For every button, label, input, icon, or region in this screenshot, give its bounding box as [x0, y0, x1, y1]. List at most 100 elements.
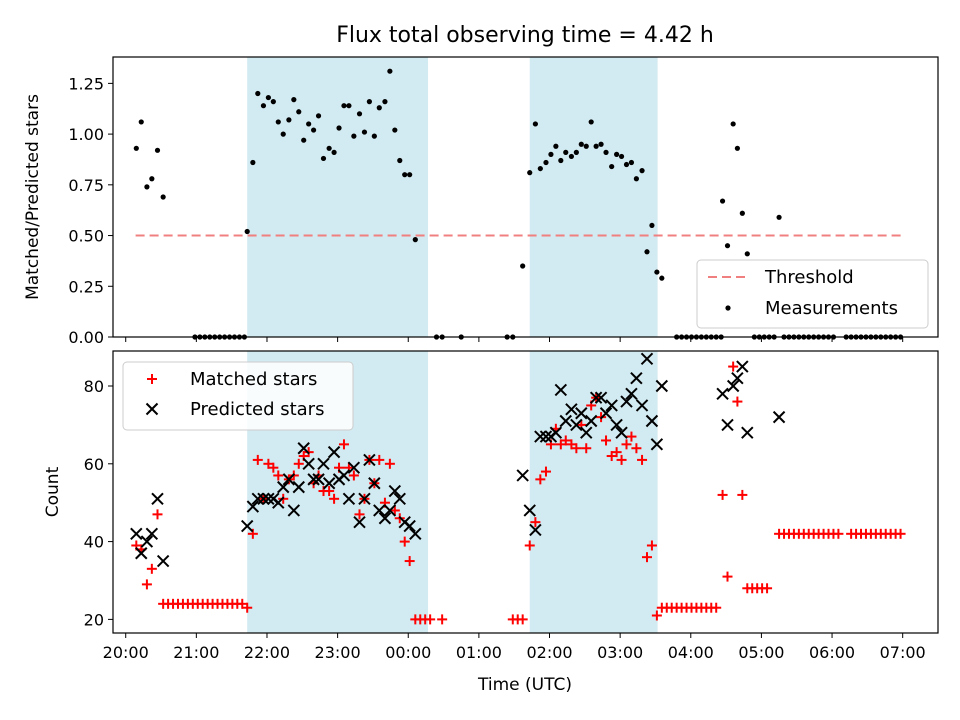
matched-point: [646, 540, 657, 551]
predicted-point: [523, 504, 536, 517]
matched-point: [641, 552, 652, 563]
predicted-point: [327, 445, 341, 459]
predicted-point: [559, 414, 572, 428]
x-tick-label: 20:00: [103, 643, 149, 662]
predicted-point: [610, 418, 623, 432]
measurement-point: [286, 117, 292, 123]
measurement-point: [341, 103, 347, 109]
count-panel: 20:00 21:00 22:00 23:00 00:00 01:00 02:00 03:00…: [43, 350, 939, 662]
predicted-point: [721, 418, 734, 432]
predicted-point: [257, 492, 270, 506]
legend-measurement-label: Measurements: [765, 298, 898, 319]
x-tick-label: 00:00: [385, 643, 431, 662]
predicted-point: [645, 414, 659, 428]
measurement-point: [275, 119, 281, 125]
measurement-point: [520, 263, 526, 269]
measurement-point: [291, 97, 297, 103]
x-tick-label: 21:00: [173, 643, 219, 662]
measurement-point: [397, 157, 403, 164]
predicted-point: [307, 473, 320, 486]
measurement-point: [588, 119, 594, 125]
x-tick-label: 04:00: [668, 643, 714, 662]
y-tick-label: 0.00: [68, 328, 104, 347]
predicted-point: [726, 379, 740, 393]
predicted-point: [655, 379, 669, 393]
measurement-point: [734, 145, 741, 151]
x-tick-label: 01:00: [456, 643, 502, 662]
measurement-point: [639, 168, 645, 174]
predicted-point: [534, 430, 547, 443]
measurement-point: [563, 149, 569, 155]
matched-point: [895, 528, 906, 539]
measurement-point: [633, 176, 639, 182]
measurement-point: [382, 99, 388, 105]
measurement-point: [315, 113, 322, 119]
measurement-point: [250, 159, 256, 166]
matched-point: [737, 489, 748, 500]
y-tick-label: 20: [84, 610, 104, 629]
matched-point: [404, 556, 415, 567]
predicted-point: [584, 414, 598, 428]
predicted-point: [130, 527, 143, 541]
measurement-point: [144, 184, 150, 190]
predicted-point: [383, 504, 397, 517]
measurement-point: [537, 165, 543, 172]
matched-point: [324, 486, 335, 497]
predicted-point: [580, 426, 593, 439]
legend-matched-label: Matched stars: [190, 369, 317, 390]
measurement-point: [532, 121, 538, 127]
matched-point: [425, 614, 436, 625]
measurement-point: [603, 149, 609, 155]
predicted-point: [529, 523, 542, 537]
legend: Threshold Measurements: [696, 259, 929, 329]
predicted-point: [575, 407, 588, 420]
matched-point: [252, 454, 263, 465]
matched-point: [268, 462, 279, 473]
matched-point: [273, 470, 284, 481]
matched-point: [601, 435, 612, 446]
matched-point: [651, 610, 662, 621]
measurement-point: [719, 198, 726, 204]
predicted-point: [772, 410, 786, 424]
predicted-point: [292, 480, 305, 494]
measurement-point: [739, 210, 745, 216]
matched-point: [560, 435, 571, 446]
predicted-point: [312, 473, 325, 486]
measurement-point: [356, 111, 363, 117]
measurement-point: [371, 133, 377, 139]
predicted-point: [272, 496, 285, 509]
matched-point: [616, 454, 627, 465]
measurement-point: [659, 275, 665, 281]
x-tick-label: 03:00: [597, 643, 643, 662]
predicted-point: [635, 399, 649, 412]
measurement-point: [628, 159, 635, 166]
predicted-point: [650, 438, 664, 451]
matched-point: [348, 470, 359, 481]
measurement-point: [301, 137, 307, 143]
measurement-point: [543, 159, 549, 166]
measurement-point: [553, 143, 559, 149]
predicted-point: [594, 391, 608, 404]
measurement-point: [260, 103, 267, 109]
matched-point: [530, 517, 541, 528]
measurement-point: [255, 90, 261, 97]
y-tick-label: 60: [84, 455, 104, 474]
measurement-point: [154, 147, 161, 153]
legend: Matched stars Predicted stars: [122, 361, 354, 431]
matched-point: [152, 509, 163, 520]
measurement-point: [548, 151, 554, 157]
predicted-point: [277, 480, 290, 494]
measurement-point: [296, 109, 302, 115]
measurement-point: [320, 155, 327, 162]
measurement-point: [265, 94, 271, 101]
x-tick-label: 02:00: [526, 643, 572, 662]
legend-predicted-label: Predicted stars: [190, 399, 324, 420]
matched-point: [384, 458, 395, 469]
measurement-point: [310, 127, 317, 133]
measurement-point: [644, 249, 650, 255]
predicted-point: [549, 426, 563, 439]
predicted-point: [565, 403, 578, 416]
predicted-point: [731, 372, 744, 385]
matched-point: [621, 439, 632, 450]
